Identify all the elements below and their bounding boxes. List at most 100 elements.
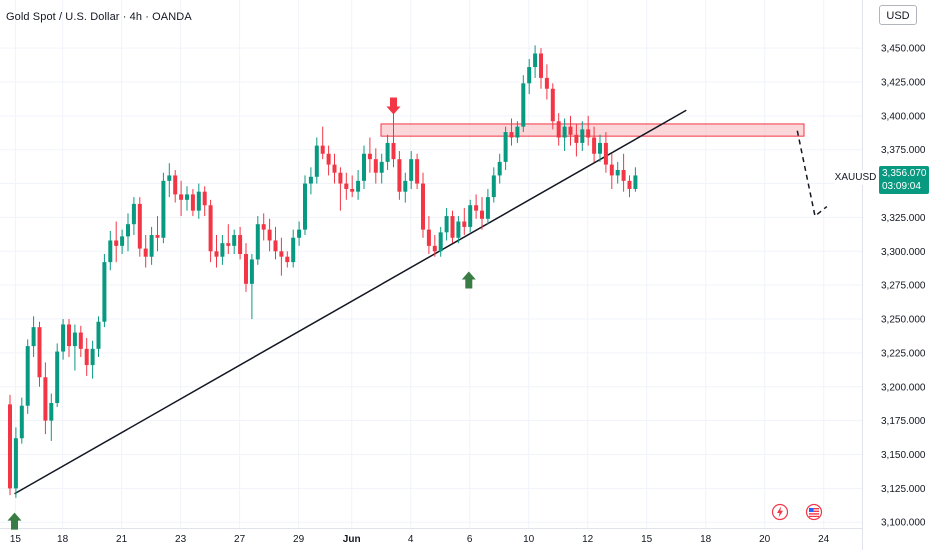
candle-body — [539, 53, 543, 78]
candle-body — [615, 170, 620, 176]
candle — [179, 180, 184, 217]
us-flag-icon[interactable] — [805, 503, 823, 521]
candle-body — [120, 236, 125, 246]
candle-body — [255, 224, 260, 260]
down-arrow-marker — [386, 97, 401, 115]
candle — [568, 115, 573, 146]
candle — [202, 186, 207, 217]
candle — [255, 216, 260, 265]
candle — [603, 132, 608, 173]
x-tick-label: 15 — [641, 534, 653, 545]
candle — [226, 224, 231, 255]
candle-body — [190, 194, 195, 211]
candle — [432, 235, 437, 257]
candle — [397, 151, 402, 200]
candle-body — [149, 235, 154, 257]
candle-body — [391, 142, 396, 160]
candle — [609, 153, 614, 189]
lightning-icon[interactable] — [771, 503, 789, 521]
candle — [291, 229, 296, 268]
candle — [126, 213, 130, 252]
candle — [114, 221, 119, 263]
candle-body — [480, 210, 484, 219]
candle-body — [491, 175, 496, 198]
candle-body — [279, 251, 284, 257]
y-tick-label: 3,300.000 — [881, 247, 926, 258]
projection-path — [796, 130, 828, 218]
candle — [173, 170, 178, 203]
candle-body — [267, 229, 272, 241]
candle — [244, 243, 248, 292]
candle-body — [633, 175, 638, 189]
candle — [438, 226, 443, 257]
candle — [574, 123, 579, 157]
candle — [426, 216, 431, 255]
candle — [344, 172, 349, 200]
candle-body — [232, 235, 237, 246]
candle-body — [444, 216, 449, 233]
x-tick-label: 20 — [759, 534, 771, 545]
candle — [320, 126, 325, 160]
candle — [149, 226, 154, 265]
candle-body — [167, 175, 172, 181]
candle — [391, 110, 396, 168]
support-trendline — [14, 109, 687, 495]
candle-body — [503, 132, 508, 162]
symbol-label: XAUUSD — [834, 170, 877, 185]
candle-body — [261, 224, 266, 230]
candle — [373, 148, 378, 184]
candle-body — [78, 332, 83, 349]
y-tick-label: 3,400.000 — [881, 111, 926, 122]
candle — [586, 115, 591, 146]
candle-body — [462, 221, 467, 227]
candle-body — [373, 159, 378, 173]
candle-body — [155, 235, 160, 238]
candle-body — [598, 142, 602, 154]
chart-title: Gold Spot / U.S. Dollar · 4h · OANDA — [6, 11, 192, 23]
x-tick-label: 6 — [467, 534, 473, 545]
candle — [220, 235, 225, 265]
candle-body — [397, 159, 402, 192]
y-tick-label: 3,200.000 — [881, 382, 926, 393]
candle — [474, 194, 479, 219]
x-tick-label: 21 — [116, 534, 128, 545]
candle — [314, 137, 319, 184]
candle-body — [196, 191, 201, 211]
candle-body — [450, 216, 455, 238]
candle-body — [244, 254, 248, 284]
candle-body — [426, 229, 431, 246]
candle-body — [621, 170, 626, 181]
candle — [338, 167, 343, 211]
candle-body — [485, 197, 490, 219]
y-tick-label: 3,150.000 — [881, 450, 926, 461]
candle-body — [126, 224, 130, 237]
candle — [409, 151, 414, 189]
candle — [627, 175, 632, 198]
x-tick-label: 10 — [523, 534, 535, 545]
candle — [273, 226, 278, 260]
candle-body — [31, 327, 36, 347]
candle-body — [568, 126, 573, 135]
candle-body — [474, 205, 479, 211]
candle-body — [379, 161, 384, 173]
currency-button[interactable]: USD — [879, 5, 917, 25]
candle — [102, 254, 107, 328]
candle — [185, 186, 189, 211]
candle — [308, 167, 313, 195]
candle — [214, 235, 219, 268]
candle-body — [509, 132, 514, 138]
candle — [249, 254, 254, 320]
time-axis: 15 18 21 23 27 29 Jun 4 6 10 12 15 18 20 24 — [10, 534, 830, 545]
candle-body — [592, 137, 597, 154]
candle-body — [84, 348, 89, 366]
candle-body — [438, 232, 443, 252]
candle-body — [332, 164, 337, 173]
candle — [556, 113, 561, 146]
candle — [326, 145, 331, 176]
candle-body — [114, 240, 119, 246]
candle — [13, 427, 18, 498]
candle — [37, 321, 42, 387]
candle-body — [556, 121, 561, 138]
x-tick-label: 4 — [408, 534, 414, 545]
